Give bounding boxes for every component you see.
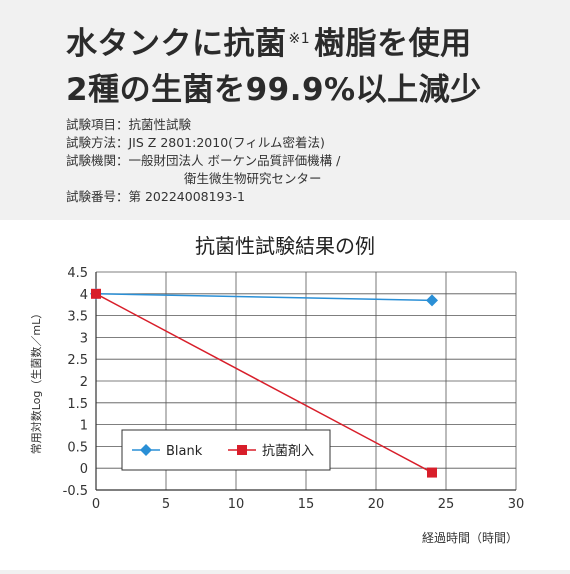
y-tick-label: 0 (80, 462, 88, 477)
headline-text-a: 水タンクに抗菌 (66, 26, 287, 62)
y-tick-label: 2.5 (67, 353, 88, 368)
x-tick-label: 10 (228, 497, 245, 512)
series-line-1 (95, 293, 433, 474)
headline-line-1: 水タンクに抗菌 ※1 樹脂を使用 (66, 18, 472, 63)
y-tick-label: 1.5 (67, 397, 88, 412)
legend-label: Blank (166, 444, 203, 459)
data-point (427, 467, 437, 478)
y-tick-label: 1 (80, 419, 88, 434)
y-tick-label: 3 (80, 331, 88, 346)
footnote-mark: ※1 (288, 30, 311, 47)
y-tick-label: 4.5 (67, 266, 88, 281)
x-tick-label: 15 (298, 497, 315, 512)
test-organization: 試験機関：一般財団法人 ボーケン品質評価機構 / (66, 153, 341, 168)
test-number: 試験番号：第 20224008193-1 (66, 189, 245, 204)
test-item: 試験項目：抗菌性試験 (66, 117, 192, 132)
data-point (91, 288, 101, 299)
test-organization-cont: 衛生微生物研究センター (184, 171, 322, 186)
y-tick-label: 2 (80, 375, 88, 390)
x-tick-label: 30 (508, 497, 525, 512)
chart-svg: 抗菌性試験結果の例 4.5 4 3.5 3 2.5 2 1.5 1 0.5 0 -0.5 0 5 10 15… (29, 234, 525, 545)
x-tick-label: 0 (92, 497, 100, 512)
series-line-0 (95, 293, 433, 302)
chart-panel: 抗菌性試験結果の例 4.5 4 3.5 3 2.5 2 1.5 1 0.5 0 -0.5 0 5 10 15… (0, 220, 570, 570)
test-method: 試験方法：JIS Z 2801:2010(フィルム密着法) (66, 135, 325, 150)
series-layer (90, 287, 438, 478)
y-tick-label: 0.5 (67, 440, 88, 455)
x-tick-label: 5 (162, 497, 170, 512)
x-tick-label: 25 (438, 497, 455, 512)
legend: Blank 抗菌剤入 (121, 429, 331, 471)
axes (95, 272, 516, 491)
headline-text-b: 樹脂を使用 (314, 26, 472, 62)
legend-marker (237, 445, 247, 455)
y-tick-label: -0.5 (63, 484, 88, 499)
x-axis-label: 経過時間（時間） (422, 531, 518, 545)
headline-line-2: 2種の生菌を99.9%以上減少 (66, 72, 482, 108)
legend-label: 抗菌剤入 (262, 443, 314, 459)
x-tick-label: 20 (368, 497, 385, 512)
y-axis-label: 常用対数Log（生菌数／mL） (29, 308, 43, 455)
y-tick-label: 4 (80, 288, 88, 303)
legend-marker (140, 444, 152, 456)
test-info: 試験項目：抗菌性試験 試験方法：JIS Z 2801:2010(フィルム密着法)… (66, 116, 340, 206)
data-point (426, 294, 438, 307)
y-tick-label: 3.5 (67, 310, 88, 325)
tick-labels: 4.5 4 3.5 3 2.5 2 1.5 1 0.5 0 -0.5 0 5 10 15 20 25 30 (63, 266, 525, 512)
chart-title: 抗菌性試験結果の例 (195, 234, 375, 258)
